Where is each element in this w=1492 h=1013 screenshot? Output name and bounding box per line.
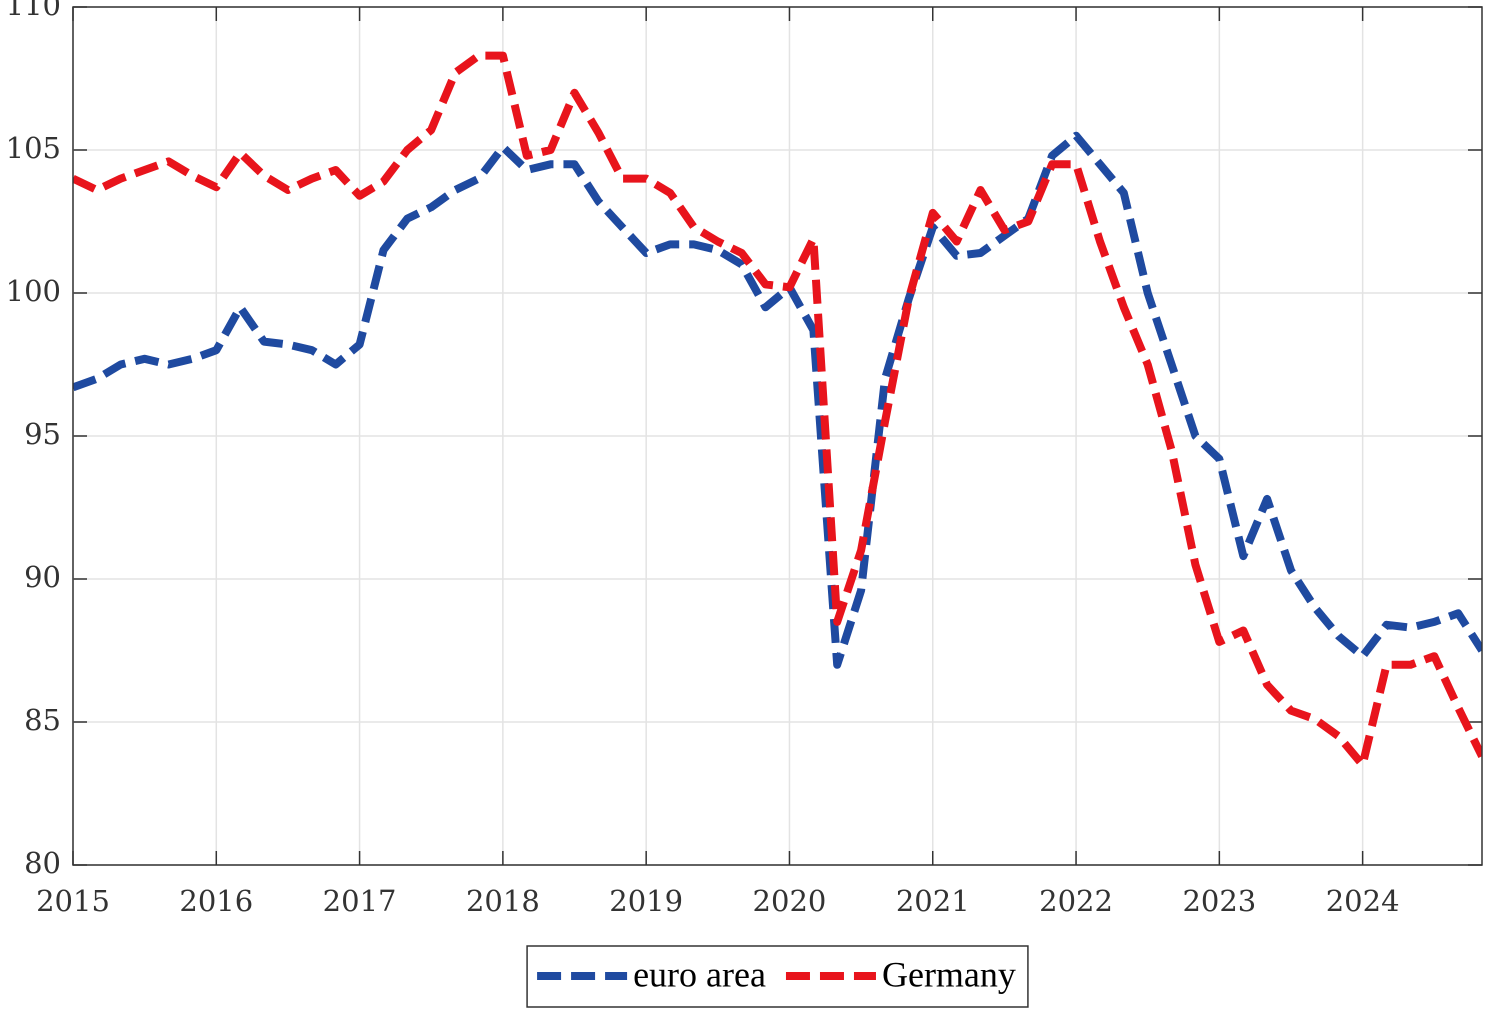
- x-tick-label: 2024: [1326, 884, 1400, 918]
- legend-label: euro area: [633, 954, 766, 994]
- data-line: [73, 131, 1482, 669]
- x-tick-label: 2020: [753, 884, 827, 918]
- y-tick-label: 95: [24, 417, 61, 451]
- legend-label: Germany: [882, 954, 1016, 994]
- plot-lines: [73, 51, 1482, 769]
- x-tick-label: 2023: [1182, 884, 1256, 918]
- x-tick-label: 2022: [1039, 884, 1113, 918]
- y-tick-label: 85: [24, 703, 61, 737]
- y-tick-label: 100: [6, 274, 61, 308]
- x-tick-label: 2018: [466, 884, 540, 918]
- x-tick-label: 2021: [896, 884, 970, 918]
- data-line: [73, 51, 1482, 769]
- x-tick-label: 2016: [179, 884, 253, 918]
- plot-frame: [72, 6, 1483, 866]
- y-tick-label: 110: [6, 0, 61, 22]
- y-tick-label: 80: [24, 846, 61, 880]
- x-tick-label: 2019: [609, 884, 683, 918]
- x-tick-label: 2015: [36, 884, 110, 918]
- y-tick-label: 90: [24, 560, 61, 594]
- y-tick-label: 105: [6, 131, 61, 165]
- x-tick-label: 2017: [323, 884, 397, 918]
- legend: euro area Germany: [526, 945, 1029, 1008]
